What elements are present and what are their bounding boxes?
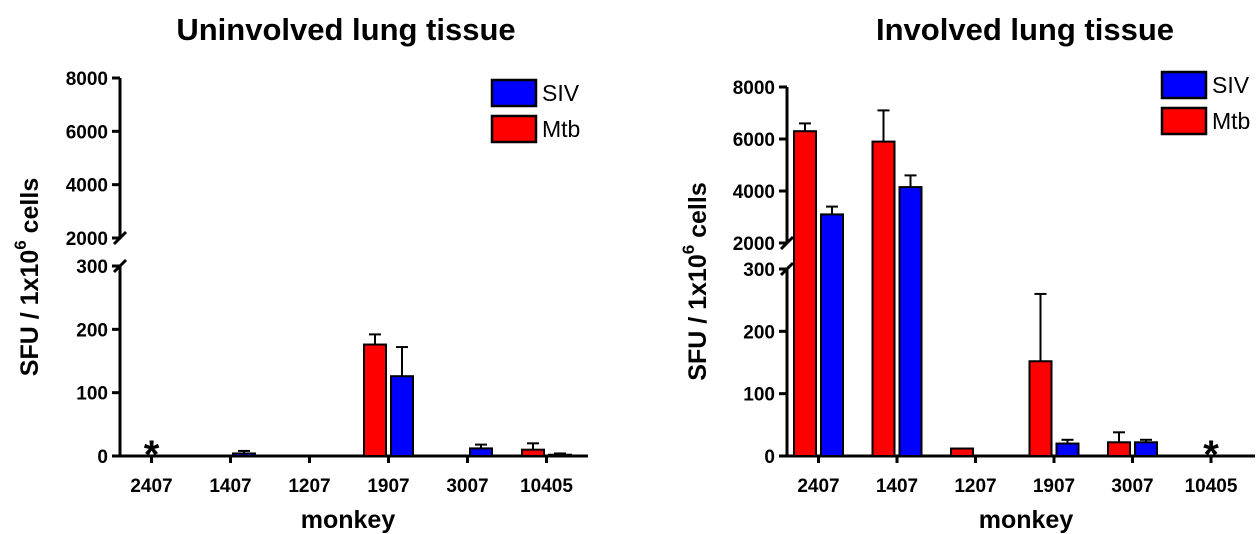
bar-siv [232, 452, 256, 458]
bar-siv [1134, 441, 1158, 457]
legend-label-siv: SIV [1212, 72, 1250, 98]
legend-swatch-mtb [1160, 106, 1208, 136]
y-axis-label: SFU / 1x106 cells [679, 182, 712, 380]
x-tick-label: 10405 [1185, 476, 1238, 497]
y-tick-label: 6000 [733, 130, 775, 151]
bar-mtb [1028, 360, 1053, 457]
bar-siv [390, 375, 414, 458]
legend-swatch-siv [1160, 70, 1208, 100]
bar-siv [898, 186, 923, 457]
y-tick-label: 4000 [733, 182, 775, 203]
x-tick-label: 1907 [1033, 476, 1075, 497]
bar-siv [548, 453, 572, 458]
chart-involved-lung-tissue: Involved lung tissue SFU / 1x106 cells 0 10… [679, 12, 1255, 534]
bar-siv [469, 447, 493, 457]
y-tick-label: 100 [76, 384, 108, 405]
axes [779, 87, 1255, 458]
x-tick-label: 2407 [797, 476, 839, 497]
y-tick-label: 4000 [66, 176, 108, 197]
y-axis-label-superscript: 6 [679, 245, 698, 254]
chart-uninvolved-lung-tissue: Uninvolved lung tissue SFU / 1x106 cells 0… [11, 12, 588, 534]
y-axis-label-main: SFU / 1x10 [684, 254, 712, 380]
y-tick-label: 6000 [66, 122, 108, 143]
y-tick-label: 8000 [733, 78, 775, 99]
bar-mtb [363, 343, 387, 457]
y-axis-label-superscript: 6 [11, 240, 30, 249]
chart-title: Uninvolved lung tissue [176, 12, 515, 47]
x-tick-label: 10405 [520, 476, 573, 497]
y-axis-label: SFU / 1x106 cells [11, 178, 44, 376]
x-tick-label: 3007 [446, 476, 488, 497]
y-axis-label-suffix: cells [16, 178, 44, 241]
x-tick-label: 1207 [954, 476, 996, 497]
y-tick-label: 100 [743, 385, 775, 406]
bar-mtb [871, 140, 896, 457]
bar-siv [1055, 442, 1080, 457]
legend-swatch-mtb [490, 114, 538, 144]
y-axis-label-suffix: cells [684, 182, 712, 245]
legend-label-mtb: Mtb [1212, 108, 1250, 134]
y-tick-label: 2000 [66, 229, 108, 250]
x-axis-label: monkey [301, 506, 396, 534]
bar-mtb [521, 448, 545, 457]
y-tick-label: 8000 [66, 69, 108, 90]
x-axis-label: monkey [979, 506, 1074, 534]
bar-siv [820, 213, 844, 457]
legend-label-mtb: Mtb [542, 116, 580, 142]
x-tick-label: 1907 [367, 476, 409, 497]
bar-mtb [950, 447, 974, 457]
annotation-asterisk: * [144, 433, 160, 477]
x-tick-label: 1207 [288, 476, 330, 497]
y-tick-label: 200 [76, 320, 108, 341]
y-tick-label: 0 [764, 447, 775, 468]
bar-mtb [793, 130, 817, 457]
y-tick-label: 0 [97, 447, 108, 468]
legend-label-siv: SIV [542, 80, 580, 106]
x-tick-label: 2407 [130, 476, 172, 497]
annotation-asterisk: * [1203, 433, 1219, 477]
y-tick-label: 300 [76, 257, 108, 278]
y-axis-label-main: SFU / 1x10 [16, 250, 44, 376]
chart-title: Involved lung tissue [876, 12, 1174, 47]
y-tick-label: 2000 [733, 234, 775, 255]
x-tick-label: 3007 [1111, 476, 1153, 497]
bar-mtb [1107, 441, 1131, 457]
x-tick-label: 1407 [876, 476, 918, 497]
y-tick-label: 300 [743, 260, 775, 281]
x-tick-label: 1407 [209, 476, 251, 497]
y-tick-label: 200 [743, 322, 775, 343]
legend-swatch-siv [490, 78, 538, 108]
